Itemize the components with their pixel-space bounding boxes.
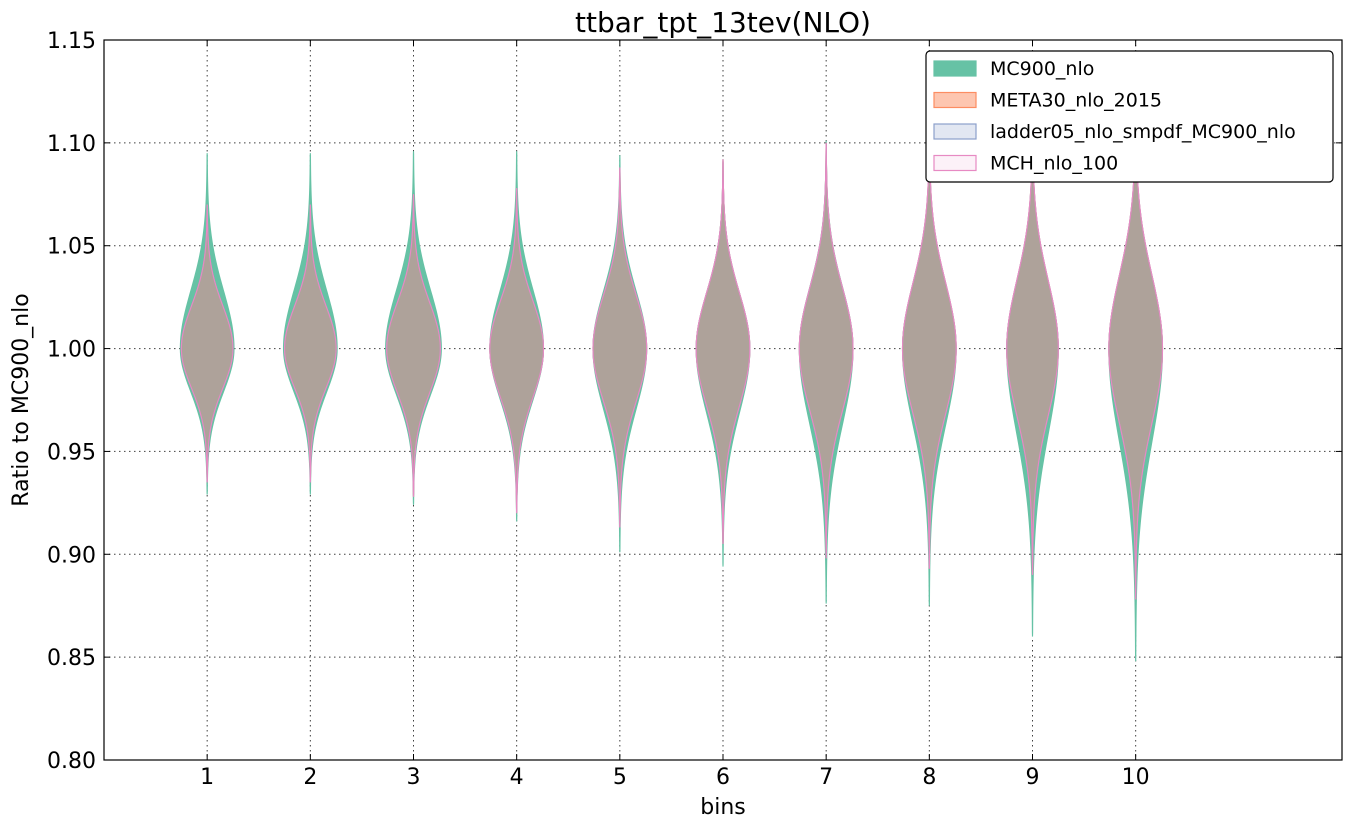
axis-ticks: 0.80 0.85 0.90 0.95 1.00 1.05 1.10 1.15 1 2 3 4 5 6 7 8… — [47, 29, 1342, 790]
violin-bin-7 — [798, 142, 854, 559]
violin-bin-9 — [1006, 118, 1059, 575]
x-tick-label: 2 — [303, 765, 317, 790]
legend-swatch — [933, 154, 977, 172]
y-tick-label: 0.90 — [47, 543, 96, 568]
y-tick-label: 1.05 — [47, 235, 96, 260]
legend-label: ladder05_nlo_smpdf_MC900_nlo — [990, 121, 1296, 143]
x-tick-label: 9 — [1026, 765, 1040, 790]
legend-swatch — [933, 91, 977, 109]
y-tick-label: 1.15 — [47, 29, 96, 54]
violins — [179, 101, 1164, 662]
violin-bin-6 — [695, 159, 751, 545]
legend-label: META30_nlo_2015 — [990, 90, 1162, 112]
x-tick-label: 6 — [716, 765, 730, 790]
violin-series-MCH_nlo_100 — [180, 101, 1164, 600]
y-axis-label: Ratio to MC900_nlo — [9, 293, 34, 506]
y-tick-label: 0.80 — [47, 749, 96, 774]
y-tick-label: 0.85 — [47, 646, 96, 671]
violin-bin-1 — [180, 204, 234, 483]
legend-label: MC900_nlo — [990, 58, 1094, 80]
x-tick-label: 3 — [407, 765, 421, 790]
legend-label: MCH_nlo_100 — [990, 153, 1118, 175]
y-tick-label: 0.95 — [47, 440, 96, 465]
violin-bin-4 — [489, 188, 545, 514]
y-tick-label: 1.10 — [47, 132, 96, 157]
chart-title: ttbar_tpt_13tev(NLO) — [575, 6, 871, 39]
violin-bin-8 — [901, 126, 957, 569]
x-tick-label: 5 — [613, 765, 627, 790]
legend-swatch — [933, 123, 977, 140]
x-tick-label: 8 — [922, 765, 936, 790]
y-tick-label: 1.00 — [47, 338, 96, 363]
x-tick-label: 1 — [200, 765, 214, 790]
x-tick-label: 7 — [819, 765, 833, 790]
legend-swatch — [933, 60, 977, 77]
x-tick-label: 10 — [1122, 765, 1150, 790]
x-tick-label: 4 — [510, 765, 524, 790]
violin-bin-3 — [386, 194, 441, 497]
legend-box — [925, 50, 1334, 183]
x-axis-label: bins — [700, 795, 745, 820]
violin-bin-5 — [592, 167, 648, 528]
violin-bin-2 — [283, 204, 337, 483]
legend: MC900_nlo META30_nlo_2015 ladder05_nlo_smp… — [925, 50, 1334, 183]
